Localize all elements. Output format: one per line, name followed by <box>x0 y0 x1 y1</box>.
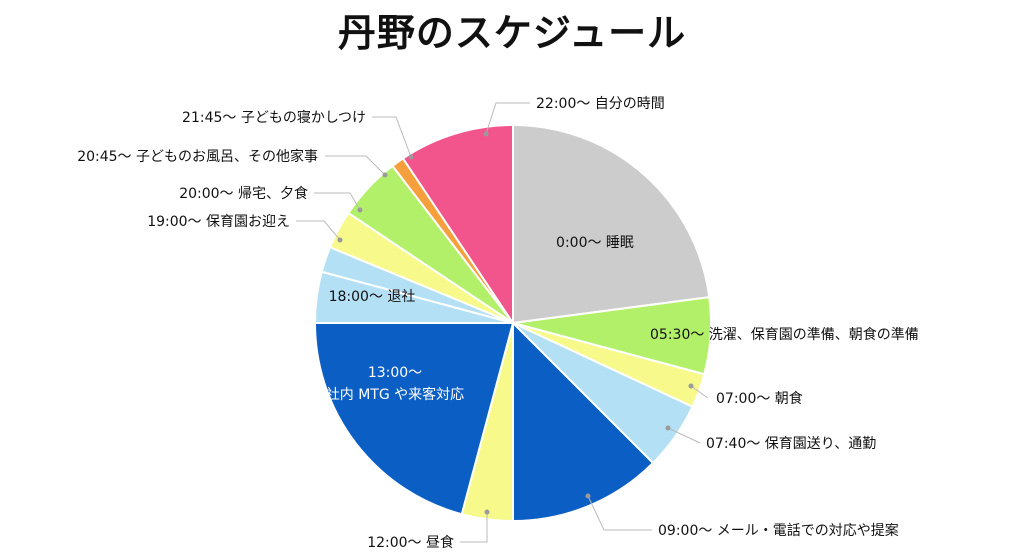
leader-line <box>460 512 488 543</box>
pie-slice <box>401 123 514 327</box>
leader-line <box>325 155 386 176</box>
leader-line <box>690 385 709 399</box>
leader-dot <box>357 207 363 213</box>
slice-label: 0:00〜 睡眠 <box>556 235 634 251</box>
leader-line <box>667 427 701 444</box>
leader-dot <box>382 172 388 178</box>
slice-label: 18:00〜 退社 <box>329 289 416 305</box>
leader-dot <box>337 237 343 243</box>
slice-label: 07:00〜 朝食 <box>716 390 803 407</box>
slice-label: 19:00〜 保育園お迎え <box>147 214 290 230</box>
pie-slice <box>313 322 515 516</box>
slice-label: 20:45〜 子どものお風呂、その他家事 <box>77 148 318 165</box>
pie-slice <box>512 123 711 325</box>
chart-title: 丹野のスケジュール <box>337 11 687 55</box>
slice-label: 22:00〜 自分の時間 <box>536 96 665 112</box>
pie-slices <box>313 123 712 523</box>
slice-label: 20:00〜 帰宅、夕食 <box>179 185 308 202</box>
leader-line <box>587 495 652 531</box>
slice-label: 09:00〜 メール・電話での対応や提案 <box>658 522 899 539</box>
leader-dot <box>585 493 591 499</box>
leader-lines <box>296 102 709 543</box>
leader-line <box>372 116 412 158</box>
slice-labels: 0:00〜 睡眠 05:30〜 洗濯、保育園の準備、朝食の準備 07:00〜 朝食 0… <box>77 96 919 551</box>
leader-dot <box>484 509 490 515</box>
leader-dot <box>665 425 671 431</box>
slice-label: 12:00〜 昼食 <box>367 534 454 551</box>
slice-label: 21:45〜 子どもの寝かしつけ <box>182 109 366 126</box>
slice-label: 07:40〜 保育園送り、通勤 <box>706 436 876 452</box>
leader-dot <box>688 383 694 389</box>
slice-label: 05:30〜 洗濯、保育園の準備、朝食の準備 <box>650 326 919 343</box>
pie-slice <box>512 320 655 523</box>
leader-line <box>485 102 530 135</box>
leader-line <box>296 220 341 241</box>
slice-label: 13:00〜社内 MTG や来客対応 <box>326 365 464 403</box>
leader-dot <box>483 131 489 137</box>
leader-line <box>314 192 361 211</box>
leader-dot <box>408 154 414 160</box>
